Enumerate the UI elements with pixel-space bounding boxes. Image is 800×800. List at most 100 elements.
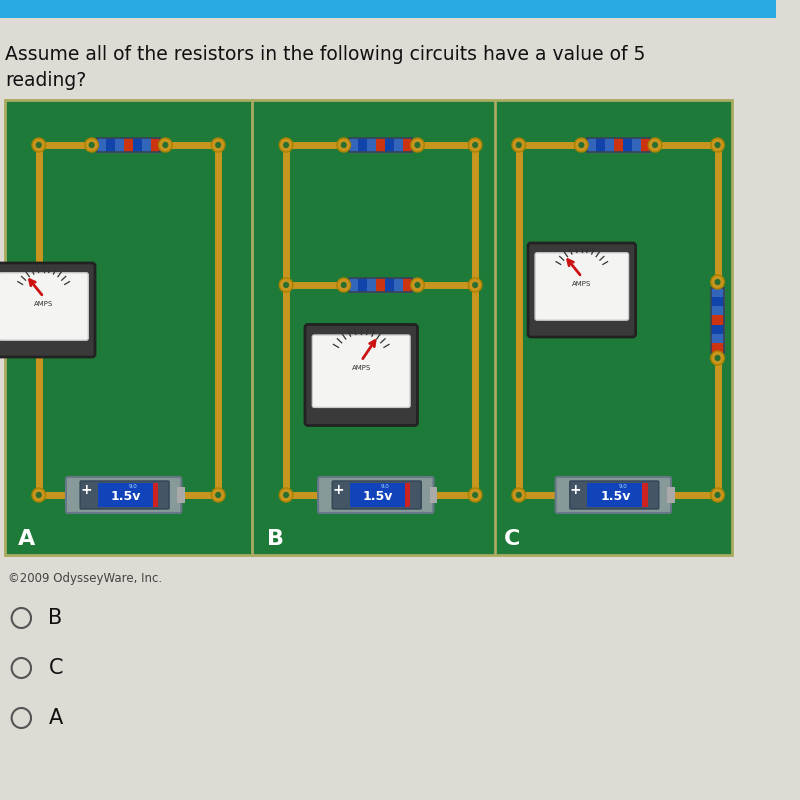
Circle shape bbox=[410, 138, 424, 152]
Bar bbox=[178, 487, 186, 503]
Bar bbox=[153, 483, 158, 507]
Circle shape bbox=[337, 278, 350, 292]
Text: A: A bbox=[18, 529, 34, 549]
Bar bbox=[605, 138, 614, 152]
Bar bbox=[376, 278, 385, 292]
Bar bbox=[710, 325, 724, 334]
Circle shape bbox=[341, 282, 347, 288]
Bar bbox=[710, 287, 724, 297]
Bar bbox=[641, 138, 650, 152]
Circle shape bbox=[410, 278, 424, 292]
Bar bbox=[349, 138, 412, 152]
Bar bbox=[710, 315, 724, 325]
Text: AMPS: AMPS bbox=[34, 301, 54, 307]
FancyBboxPatch shape bbox=[80, 481, 169, 509]
FancyBboxPatch shape bbox=[556, 477, 671, 513]
FancyBboxPatch shape bbox=[318, 477, 434, 513]
Bar bbox=[586, 138, 650, 152]
Circle shape bbox=[578, 142, 584, 148]
Bar bbox=[596, 138, 605, 152]
Text: Assume all of the resistors in the following circuits have a value of 5: Assume all of the resistors in the follo… bbox=[5, 46, 646, 65]
Circle shape bbox=[283, 142, 289, 148]
Circle shape bbox=[279, 138, 293, 152]
Text: 1.5v: 1.5v bbox=[110, 490, 141, 502]
Bar bbox=[586, 138, 650, 152]
FancyBboxPatch shape bbox=[570, 481, 658, 509]
Circle shape bbox=[32, 488, 46, 502]
FancyBboxPatch shape bbox=[535, 253, 629, 320]
Circle shape bbox=[516, 142, 522, 148]
Bar bbox=[97, 138, 160, 152]
Circle shape bbox=[36, 492, 42, 498]
Text: B: B bbox=[266, 529, 284, 549]
Circle shape bbox=[468, 488, 482, 502]
Bar bbox=[710, 287, 724, 353]
Text: +: + bbox=[80, 483, 92, 497]
Circle shape bbox=[710, 138, 724, 152]
Bar bbox=[358, 278, 367, 292]
Circle shape bbox=[648, 138, 662, 152]
Bar bbox=[587, 483, 642, 507]
Bar bbox=[349, 278, 412, 292]
Circle shape bbox=[710, 275, 724, 289]
Bar bbox=[385, 278, 394, 292]
FancyBboxPatch shape bbox=[66, 477, 182, 513]
Bar bbox=[622, 138, 632, 152]
Bar bbox=[642, 483, 648, 507]
Circle shape bbox=[714, 142, 721, 148]
Bar bbox=[710, 334, 724, 343]
Bar bbox=[710, 297, 724, 306]
Text: 9.0: 9.0 bbox=[618, 483, 627, 489]
Bar bbox=[710, 343, 724, 353]
Bar bbox=[97, 138, 160, 152]
Circle shape bbox=[283, 282, 289, 288]
FancyBboxPatch shape bbox=[312, 335, 410, 407]
Bar bbox=[106, 138, 115, 152]
Text: ©2009 OdysseyWare, Inc.: ©2009 OdysseyWare, Inc. bbox=[8, 572, 162, 585]
Circle shape bbox=[36, 142, 42, 148]
Circle shape bbox=[714, 279, 721, 285]
Circle shape bbox=[89, 142, 94, 148]
Text: 9.0: 9.0 bbox=[381, 483, 390, 489]
Circle shape bbox=[714, 355, 721, 361]
Bar bbox=[376, 138, 385, 152]
Bar bbox=[403, 278, 412, 292]
Text: AMPS: AMPS bbox=[572, 281, 591, 287]
Circle shape bbox=[472, 492, 478, 498]
Bar bbox=[614, 138, 622, 152]
Bar bbox=[349, 138, 412, 152]
Bar bbox=[367, 138, 376, 152]
FancyBboxPatch shape bbox=[305, 325, 418, 426]
Circle shape bbox=[710, 351, 724, 365]
Circle shape bbox=[32, 138, 46, 152]
Circle shape bbox=[279, 278, 293, 292]
Bar bbox=[98, 483, 153, 507]
Circle shape bbox=[714, 492, 721, 498]
Text: 1.5v: 1.5v bbox=[362, 490, 393, 502]
Bar bbox=[403, 138, 412, 152]
Bar bbox=[151, 138, 160, 152]
Text: +: + bbox=[332, 483, 344, 497]
Circle shape bbox=[215, 492, 222, 498]
Bar bbox=[350, 483, 405, 507]
Circle shape bbox=[211, 138, 225, 152]
Text: 1.5v: 1.5v bbox=[600, 490, 630, 502]
Bar bbox=[394, 278, 403, 292]
Text: C: C bbox=[49, 658, 63, 678]
Bar bbox=[385, 138, 394, 152]
Circle shape bbox=[162, 142, 168, 148]
Circle shape bbox=[472, 282, 478, 288]
Bar bbox=[667, 487, 675, 503]
Text: A: A bbox=[49, 708, 62, 728]
FancyBboxPatch shape bbox=[0, 263, 95, 357]
Circle shape bbox=[710, 488, 724, 502]
Bar bbox=[358, 138, 367, 152]
Bar bbox=[367, 278, 376, 292]
Circle shape bbox=[468, 138, 482, 152]
Bar bbox=[586, 138, 596, 152]
Bar bbox=[430, 487, 438, 503]
Bar bbox=[349, 278, 412, 292]
Circle shape bbox=[215, 142, 222, 148]
Circle shape bbox=[283, 492, 289, 498]
Circle shape bbox=[652, 142, 658, 148]
